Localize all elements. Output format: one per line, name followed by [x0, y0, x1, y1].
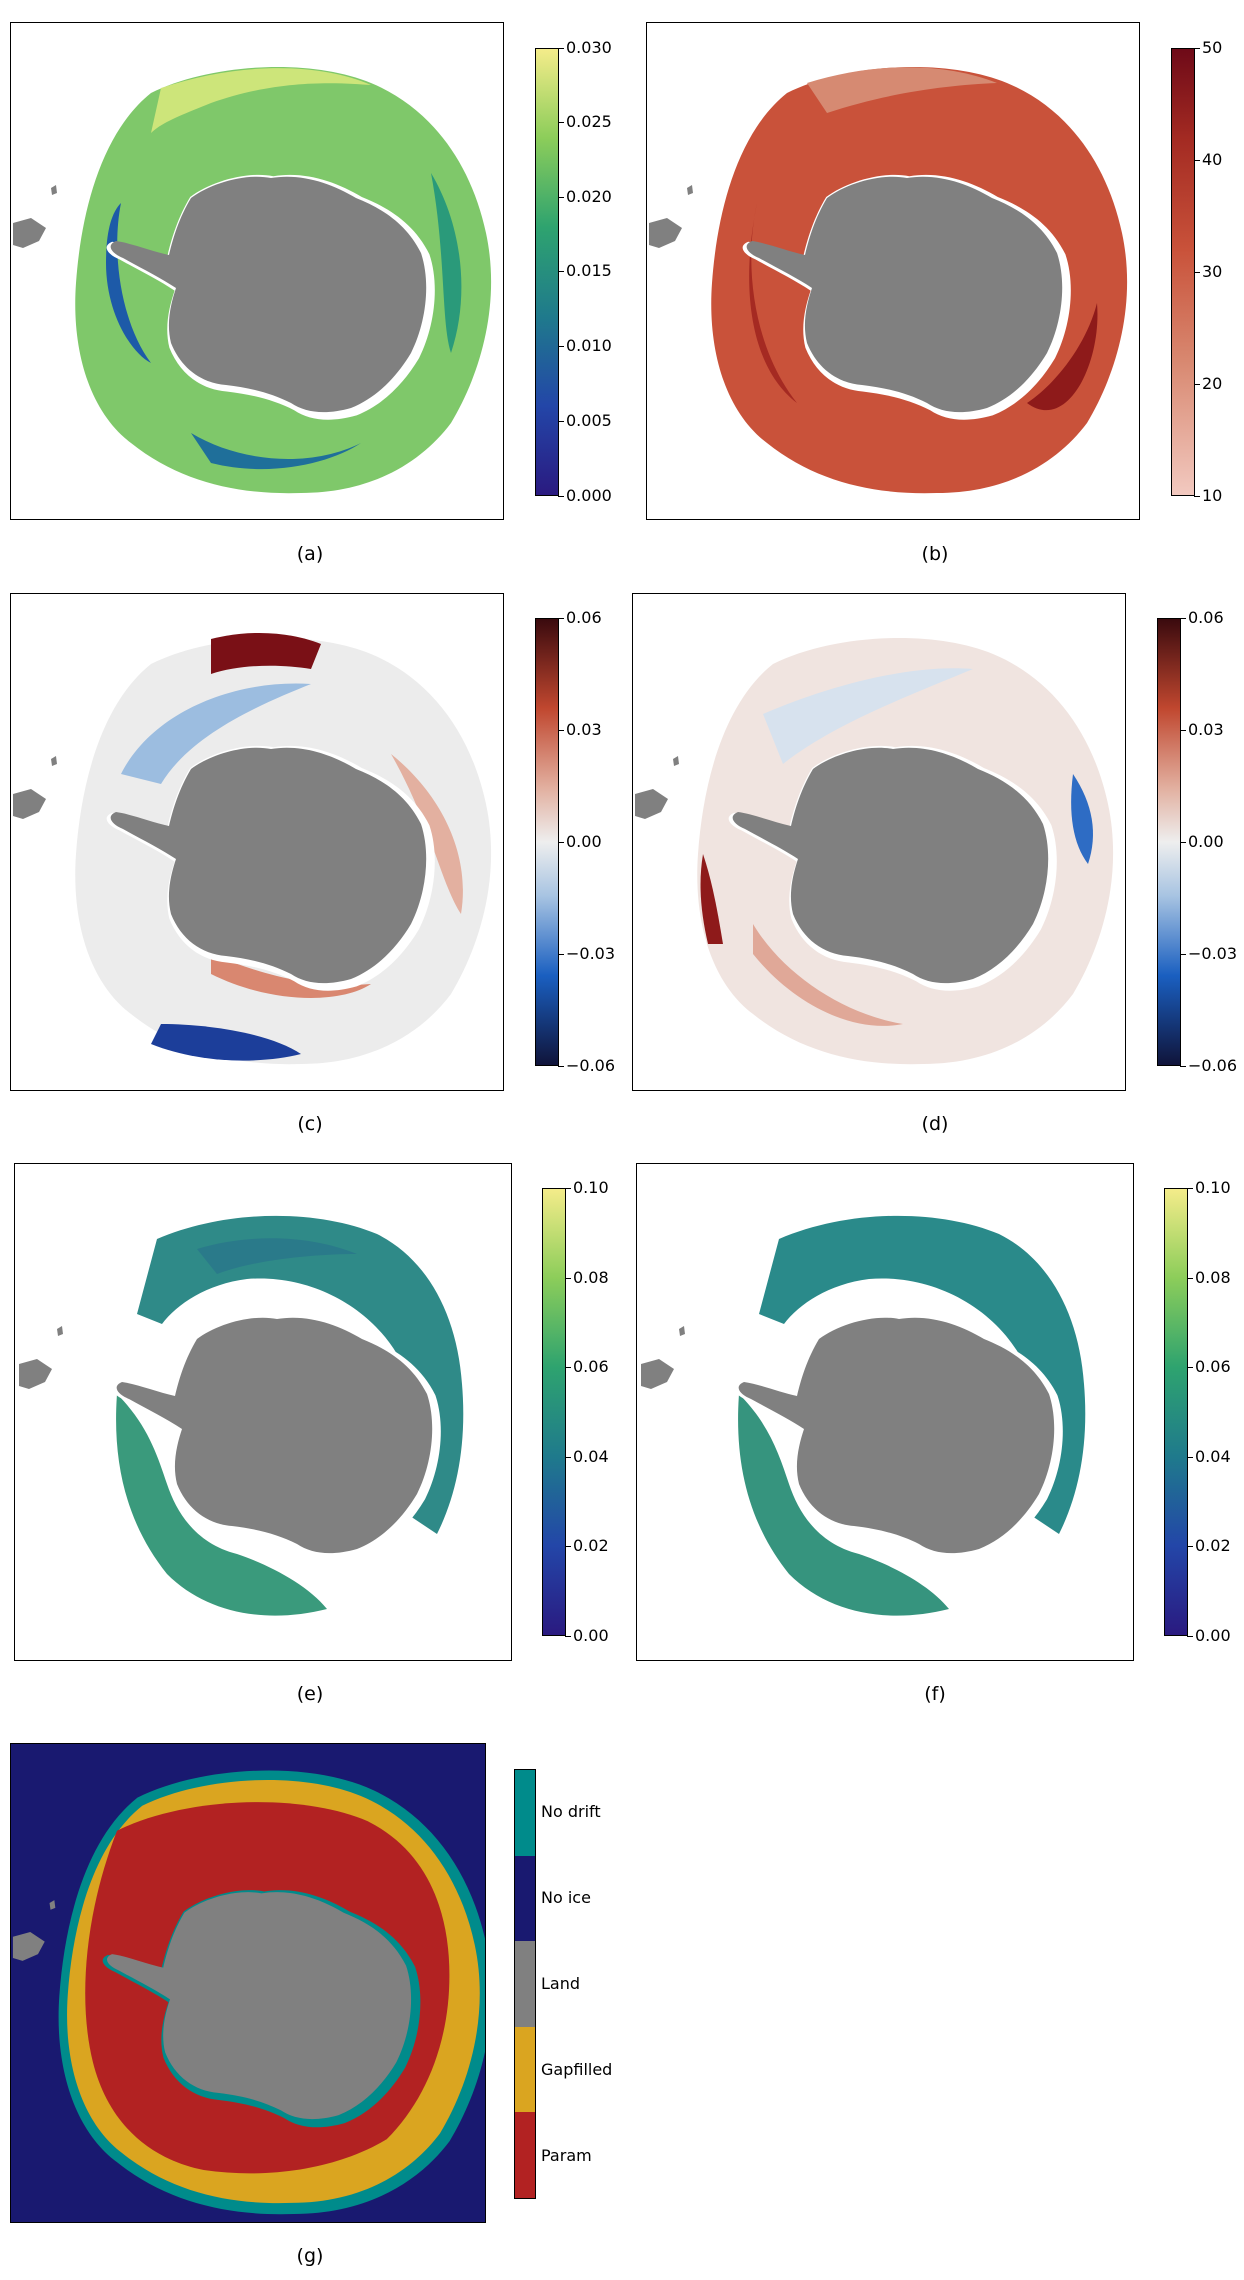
sea-ice-map-a	[13, 66, 492, 494]
colorbar-c-tick: −0.06	[557, 1056, 616, 1075]
sea-ice-map-e	[19, 1215, 464, 1616]
colorbar-b-tick: 20	[1193, 374, 1223, 393]
map-panel-e	[14, 1163, 512, 1661]
colorbar-a-tick: 0.025	[558, 112, 612, 131]
colorbar-e-tick: 0.08	[565, 1268, 609, 1287]
colorbar-c-tick: 0.06	[558, 608, 602, 627]
colorbar-a	[535, 48, 559, 496]
map-panel-b	[646, 22, 1140, 520]
colorbar-e-tick: 0.06	[565, 1357, 609, 1376]
colorbar-b-tick: 50	[1193, 38, 1223, 57]
legend-label-land: Land	[541, 1974, 581, 1993]
panel-label-e: (e)	[296, 1683, 324, 1705]
classification-map-g	[11, 1744, 485, 2222]
panel-label-c: (c)	[297, 1113, 323, 1135]
colorbar-d-tick: −0.06	[1179, 1056, 1238, 1075]
colorbar-f-tick: 0.00	[1187, 1626, 1231, 1645]
colorbar-d-tick: 0.06	[1180, 608, 1224, 627]
colorbar-c-tick: 0.03	[558, 720, 602, 739]
sea-ice-map-f	[641, 1215, 1086, 1616]
colorbar-c-tick: −0.03	[557, 944, 616, 963]
colorbar-b	[1171, 48, 1195, 496]
legend-label-gapfilled: Gapfilled	[541, 2060, 613, 2079]
colorbar-f-tick: 0.02	[1187, 1536, 1231, 1555]
panel-label-b: (b)	[921, 543, 949, 565]
colorbar-e-tick: 0.10	[565, 1178, 609, 1197]
colorbar-e	[542, 1188, 566, 1636]
colorbar-e-tick: 0.04	[565, 1447, 609, 1466]
colorbar-a-tick: 0.020	[558, 187, 612, 206]
legend-swatch-no-drift	[515, 1770, 535, 1856]
map-panel-f	[636, 1163, 1134, 1661]
map-panel-d	[632, 593, 1126, 1091]
colorbar-f-tick: 0.08	[1187, 1268, 1231, 1287]
panel-label-f: (f)	[924, 1683, 946, 1705]
map-panel-a	[10, 22, 504, 520]
map-panel-g	[10, 1743, 486, 2223]
colorbar-a-tick: 0.010	[558, 336, 612, 355]
colorbar-b-tick: 10	[1193, 486, 1223, 505]
legend-swatches-g	[514, 1769, 536, 2199]
colorbar-d-tick: 0.03	[1180, 720, 1224, 739]
colorbar-a-tick: 0.015	[558, 261, 612, 280]
colorbar-b-tick: 40	[1193, 150, 1223, 169]
legend-label-param: Param	[541, 2146, 592, 2165]
map-panel-c	[10, 593, 504, 1091]
legend-swatch-no-ice	[515, 1855, 535, 1942]
panel-label-g: (g)	[296, 2245, 324, 2267]
panel-label-d: (d)	[921, 1113, 949, 1135]
colorbar-d-tick: −0.03	[1179, 944, 1238, 963]
colorbar-e-tick: 0.00	[565, 1626, 609, 1645]
sea-ice-map-c	[13, 632, 492, 1065]
panel-label-a: (a)	[296, 543, 324, 565]
colorbar-d-tick: 0.00	[1180, 832, 1224, 851]
colorbar-c-tick: 0.00	[558, 832, 602, 851]
colorbar-f	[1164, 1188, 1188, 1636]
legend-swatch-land	[515, 1941, 535, 2027]
legend-label-no-drift: No drift	[541, 1802, 601, 1821]
legend-label-no-ice: No ice	[541, 1888, 591, 1907]
colorbar-b-tick: 30	[1193, 262, 1223, 281]
legend-swatch-param	[515, 2112, 535, 2198]
colorbar-f-tick: 0.06	[1187, 1357, 1231, 1376]
colorbar-a-tick: 0.030	[558, 38, 612, 57]
colorbar-a-tick: 0.000	[558, 486, 612, 505]
colorbar-a-tick: 0.005	[558, 411, 612, 430]
sea-ice-map-d	[635, 637, 1114, 1065]
colorbar-d	[1157, 618, 1181, 1066]
legend-swatch-gapfilled	[515, 2026, 535, 2113]
colorbar-e-tick: 0.02	[565, 1536, 609, 1555]
sea-ice-map-b	[649, 66, 1128, 494]
colorbar-c	[535, 618, 559, 1066]
colorbar-f-tick: 0.10	[1187, 1178, 1231, 1197]
colorbar-f-tick: 0.04	[1187, 1447, 1231, 1466]
